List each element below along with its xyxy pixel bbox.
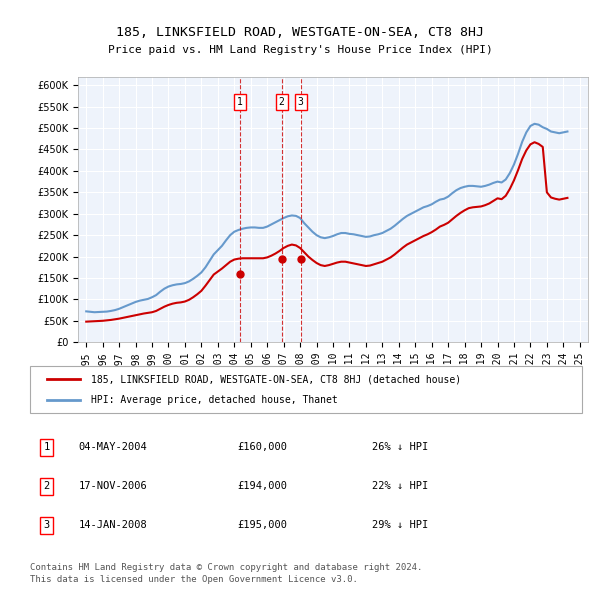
Text: £194,000: £194,000 bbox=[237, 481, 287, 491]
Text: 1: 1 bbox=[43, 442, 50, 453]
Text: 2: 2 bbox=[279, 97, 284, 107]
Text: 22% ↓ HPI: 22% ↓ HPI bbox=[372, 481, 428, 491]
Text: 3: 3 bbox=[298, 97, 304, 107]
Text: 3: 3 bbox=[43, 520, 50, 530]
Text: This data is licensed under the Open Government Licence v3.0.: This data is licensed under the Open Gov… bbox=[30, 575, 358, 584]
Text: 17-NOV-2006: 17-NOV-2006 bbox=[79, 481, 147, 491]
Text: 185, LINKSFIELD ROAD, WESTGATE-ON-SEA, CT8 8HJ (detached house): 185, LINKSFIELD ROAD, WESTGATE-ON-SEA, C… bbox=[91, 374, 461, 384]
Text: 185, LINKSFIELD ROAD, WESTGATE-ON-SEA, CT8 8HJ: 185, LINKSFIELD ROAD, WESTGATE-ON-SEA, C… bbox=[116, 26, 484, 39]
Text: 04-MAY-2004: 04-MAY-2004 bbox=[79, 442, 147, 453]
Text: Contains HM Land Registry data © Crown copyright and database right 2024.: Contains HM Land Registry data © Crown c… bbox=[30, 563, 422, 572]
Text: 2: 2 bbox=[43, 481, 50, 491]
Text: HPI: Average price, detached house, Thanet: HPI: Average price, detached house, Than… bbox=[91, 395, 337, 405]
FancyBboxPatch shape bbox=[30, 366, 582, 413]
Text: 14-JAN-2008: 14-JAN-2008 bbox=[79, 520, 147, 530]
Text: 26% ↓ HPI: 26% ↓ HPI bbox=[372, 442, 428, 453]
Text: £160,000: £160,000 bbox=[237, 442, 287, 453]
Text: 29% ↓ HPI: 29% ↓ HPI bbox=[372, 520, 428, 530]
Text: £195,000: £195,000 bbox=[237, 520, 287, 530]
Text: Price paid vs. HM Land Registry's House Price Index (HPI): Price paid vs. HM Land Registry's House … bbox=[107, 45, 493, 55]
Text: 1: 1 bbox=[237, 97, 243, 107]
